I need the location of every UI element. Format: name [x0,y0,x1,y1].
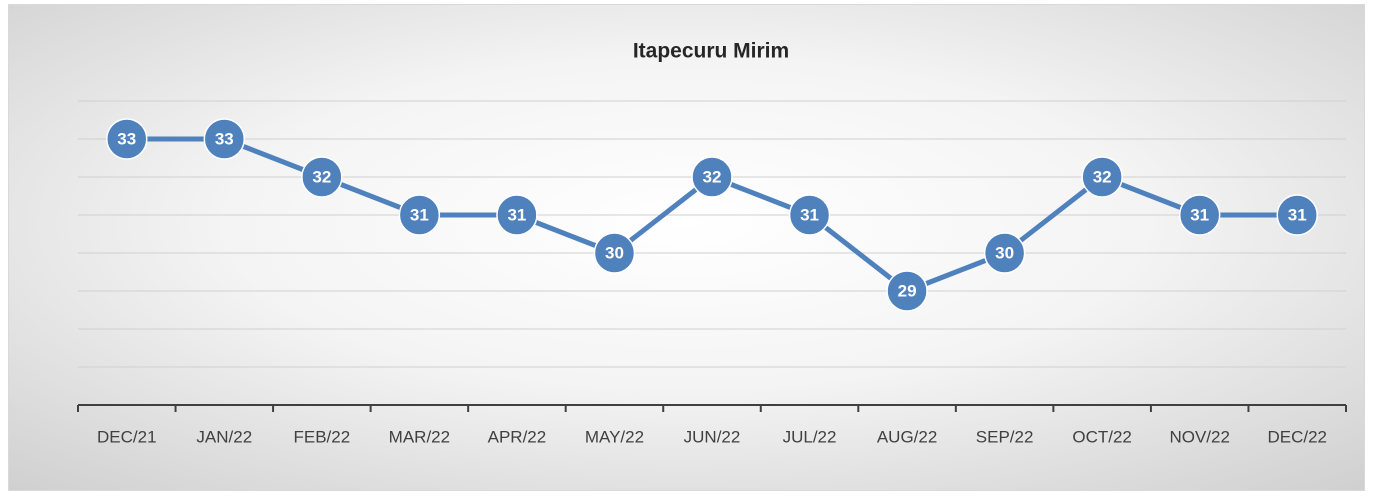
data-point [106,118,148,160]
data-point [788,194,831,236]
chart-title: Itapecuru Mirim [633,40,789,63]
data-point [593,232,636,274]
data-point [983,232,1026,274]
data-label: 31 [410,205,429,224]
data-point [886,270,928,312]
data-point [496,194,538,236]
data-point [1178,194,1221,236]
data-point [691,156,733,198]
data-label: 31 [800,205,819,224]
data-label: 33 [215,129,234,148]
data-label: 32 [1093,167,1112,186]
plot-background [8,4,1365,491]
x-tick-label: MAY/22 [585,427,644,446]
data-point [301,156,343,198]
x-tick-label: DEC/22 [1267,427,1327,446]
data-label: 30 [605,243,624,262]
data-point [203,118,246,160]
x-tick-label: OCT/22 [1072,427,1132,446]
x-tick-label: AUG/22 [877,427,937,446]
data-label: 29 [898,281,917,300]
data-label: 32 [703,167,722,186]
x-tick-label: DEC/21 [97,427,157,446]
x-tick-label: JUN/22 [684,427,741,446]
data-point [1081,156,1123,198]
data-label: 30 [995,243,1014,262]
x-tick-label: MAR/22 [389,427,450,446]
x-tick-label: APR/22 [488,427,547,446]
data-label: 33 [117,129,136,148]
x-tick-label: JUL/22 [783,427,837,446]
data-label: 31 [507,205,526,224]
data-label: 32 [312,167,331,186]
x-tick-label: FEB/22 [293,427,350,446]
data-label: 31 [1190,205,1209,224]
data-label: 31 [1288,205,1307,224]
x-tick-label: NOV/22 [1169,427,1229,446]
data-point [1276,194,1318,236]
data-point [398,194,441,236]
x-tick-label: JAN/22 [196,427,252,446]
x-tick-label: SEP/22 [976,427,1034,446]
